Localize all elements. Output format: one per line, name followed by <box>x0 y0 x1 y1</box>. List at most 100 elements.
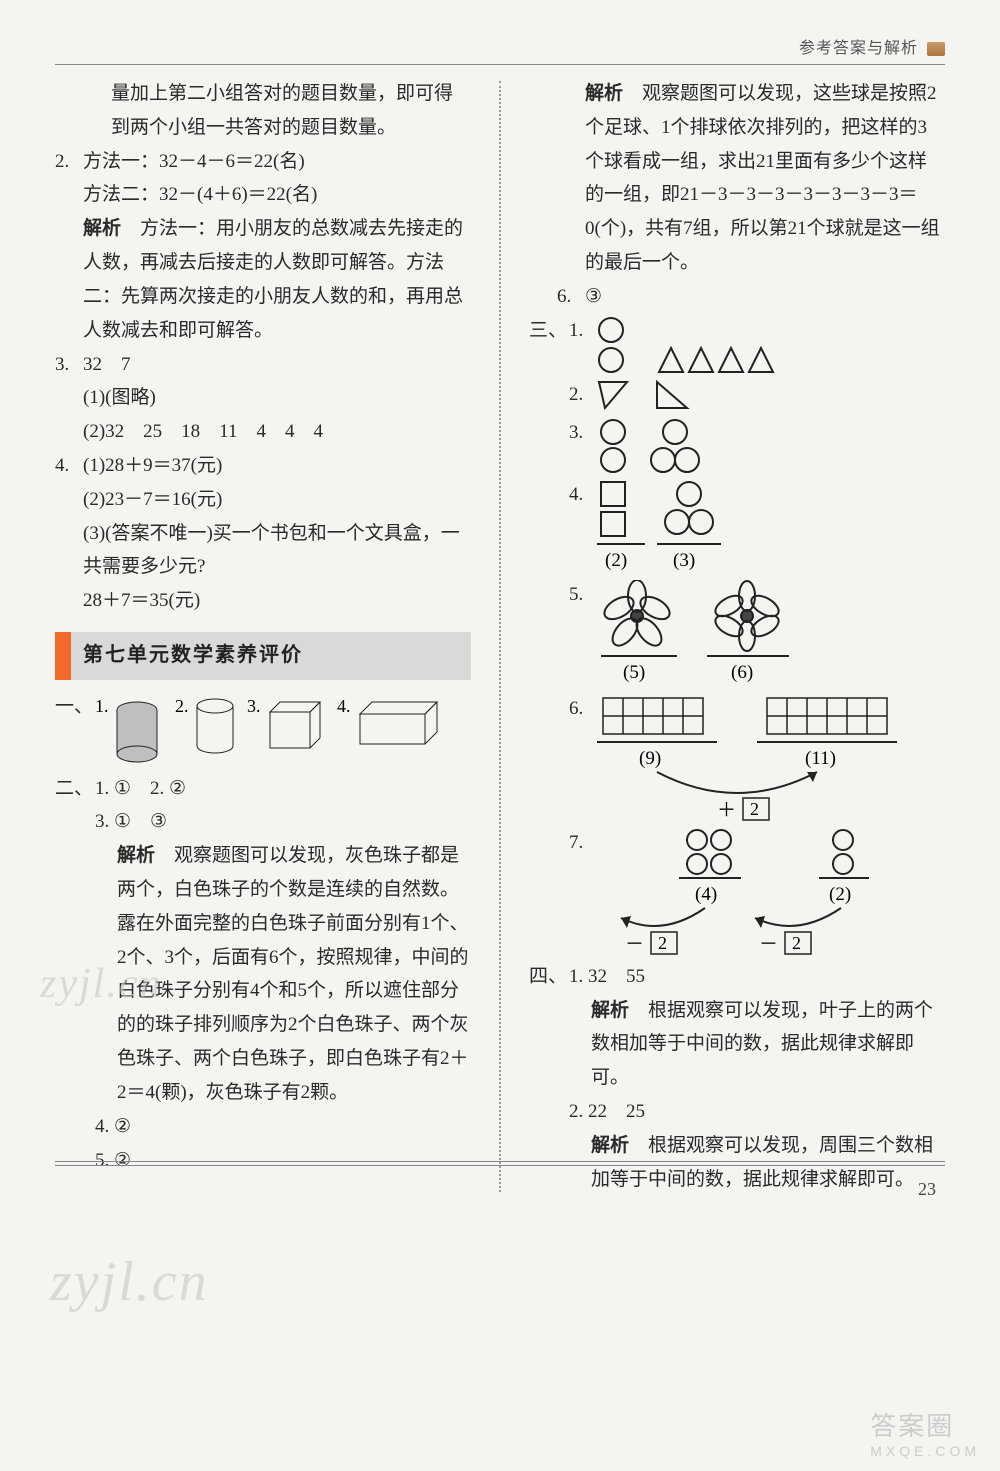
page-number: 23 <box>918 1179 936 1200</box>
s3-i1: 1. <box>569 314 945 378</box>
svg-text:(6): (6) <box>731 662 753 683</box>
q4-num: 4. <box>55 449 83 483</box>
q3-l2: (1)(图略) <box>83 381 471 415</box>
right-q6: 6. ③ <box>529 280 945 314</box>
s3-i1-svg <box>597 316 857 376</box>
q2-num: 2. <box>55 145 83 179</box>
s3-i2-svg <box>597 380 757 414</box>
q6-body: ③ <box>585 280 945 314</box>
svg-text:2.: 2. <box>175 696 189 716</box>
sec2-l4: 4. ② <box>95 1110 471 1144</box>
svg-text:2: 2 <box>750 799 759 819</box>
s3-i7: 7. (4) <box>569 826 945 960</box>
sec1-label: 一、 <box>55 690 95 724</box>
left-continuation: 量加上第二小组答对的题目数量，即可得到两个小组一共答对的题目数量。 <box>55 77 471 145</box>
watermark-3: 答案圈 MXQE.COM <box>870 1406 980 1459</box>
header-title: 参考答案与解析 <box>799 40 918 57</box>
svg-text:－: － <box>759 934 778 955</box>
page-header: 参考答案与解析 <box>55 30 945 64</box>
q2-line2: 方法二：32－(4＋6)＝22(名) <box>83 178 471 212</box>
sec3-label: 三、 <box>529 314 569 348</box>
sec2-l1: 1. ① 2. ② <box>95 772 471 806</box>
q2-line1: 方法一：32－4－6＝22(名) <box>83 145 471 179</box>
left-q2: 2. 方法一：32－4－6＝22(名) 方法二：32－(4＋6)＝22(名) 解… <box>55 145 471 348</box>
s3-i5-svg-wrap: (5) <box>597 580 945 690</box>
q4-body: (1)28＋9＝37(元) (2)23－7＝16(元) (3)(答案不唯一)买一… <box>83 449 471 618</box>
sec1-body: 1. 2. 3 <box>95 690 471 772</box>
s3-i3-svg <box>597 418 767 476</box>
column-right: 解析 观察题图可以发现，这些球是按照2个足球、1个排球依次排列的，把这样的3个球… <box>529 77 945 1196</box>
s3-i2: 2. <box>569 378 945 416</box>
column-divider <box>499 81 501 1192</box>
s3-i2-num: 2. <box>569 378 597 412</box>
s3-i6-svg: (9) <box>597 694 927 824</box>
s3-i5: 5. <box>569 578 945 692</box>
left-q4: 4. (1)28＋9＝37(元) (2)23－7＝16(元) (3)(答案不唯一… <box>55 449 471 618</box>
q4-l4: 28＋7＝35(元) <box>83 584 471 618</box>
q3-l1: 32 7 <box>83 348 471 382</box>
s3-i4-a: (2) <box>605 550 627 571</box>
page: 参考答案与解析 量加上第二小组答对的题目数量，即可得到两个小组一共答对的题目数量… <box>0 0 1000 1226</box>
s3-i3: 3. <box>569 416 945 478</box>
section-3: 三、 1. <box>529 314 945 960</box>
sec2-exp: 解析 观察题图可以发现，灰色珠子都是两个，白色珠子的个数是连续的自然数。露在外面… <box>95 839 471 1110</box>
s3-i4: 4. (2) (3) <box>569 478 945 578</box>
svg-text:2: 2 <box>658 933 667 953</box>
svg-text:(11): (11) <box>805 748 836 769</box>
s3-i1-num: 1. <box>569 314 597 348</box>
sec4-exp1-text: 根据观察可以发现，叶子上的两个数相加等于中间的数，据此规律求解即可。 <box>591 1000 933 1089</box>
sec4-exp2-label: 解析 <box>591 1135 629 1156</box>
right-top-exp-text: 观察题图可以发现，这些球是按照2个足球、1个排球依次排列的，把这样的3个球看成一… <box>585 83 940 273</box>
sec2-exp-text: 观察题图可以发现，灰色珠子都是两个，白色珠子的个数是连续的自然数。露在外面完整的… <box>117 845 469 1103</box>
left-q3: 3. 32 7 (1)(图略) (2)32 25 18 11 4 4 4 <box>55 348 471 449</box>
q2-exp-label: 解析 <box>83 218 121 239</box>
s3-i2-svg-wrap <box>597 380 945 414</box>
svg-text:(9): (9) <box>639 748 661 769</box>
s3-i6-num: 6. <box>569 692 597 726</box>
q4-l2: (2)23－7＝16(元) <box>83 483 471 517</box>
sec2-l2-text: ① ③ <box>114 811 167 832</box>
q2-exp: 解析 方法一：用小朋友的总数减去先接走的人数，再减去后接走的人数即可解答。方法二… <box>83 212 471 347</box>
q6-num: 6. <box>557 280 585 314</box>
s3-i6: 6. <box>569 692 945 826</box>
banner-accent <box>55 632 71 680</box>
s3-i4-svg: (2) (3) <box>597 480 797 576</box>
sec4-exp1-label: 解析 <box>591 1000 629 1021</box>
sec4-exp1: 解析 根据观察可以发现，叶子上的两个数相加等于中间的数，据此规律求解即可。 <box>569 994 945 1095</box>
section-1: 一、 1. 2. <box>55 690 471 772</box>
q4-l3: (3)(答案不唯一)买一个书包和一个文具盒，一共需要多少元? <box>83 517 471 585</box>
shapes-svg: 1. 2. 3 <box>95 692 455 770</box>
header-rule <box>55 64 945 65</box>
banner-title: 第七单元数学素养评价 <box>71 632 471 680</box>
sec4-label: 四、 <box>529 960 569 994</box>
sec1-shapes: 1. 2. 3 <box>95 692 471 770</box>
sec4-l1-text: 32 55 <box>588 966 645 987</box>
s3-i3-svg-wrap <box>597 418 945 476</box>
s3-i7-svg: (4) (2) － 2 <box>597 828 927 958</box>
svg-text:(4): (4) <box>695 884 717 905</box>
s3-i7-svg-wrap: (4) (2) － 2 <box>597 828 945 958</box>
s3-i3-num: 3. <box>569 416 597 450</box>
column-left: 量加上第二小组答对的题目数量，即可得到两个小组一共答对的题目数量。 2. 方法一… <box>55 77 471 1196</box>
sec2-exp-label: 解析 <box>117 845 155 866</box>
q2-body: 方法一：32－4－6＝22(名) 方法二：32－(4＋6)＝22(名) 解析 方… <box>83 145 471 348</box>
s3-i4-svg-wrap: (2) (3) <box>597 480 945 576</box>
s3-i6-svg-wrap: (9) <box>597 694 945 824</box>
sec2-body: 1. ① 2. ② 3. ① ③ 解析 观察题图可以发现，灰色珠子都是两个，白色… <box>95 772 471 1178</box>
watermark-3a: 答案圈 <box>870 1411 954 1441</box>
sec2-l2: 3. ① ③ <box>95 805 471 839</box>
svg-text:2: 2 <box>792 933 801 953</box>
watermark-2: zyjl.cn <box>50 1250 209 1314</box>
section-2: 二、 1. ① 2. ② 3. ① ③ 解析 观察题图可以发现，灰色珠子都是两个… <box>55 772 471 1178</box>
sec4-l2-text: 22 25 <box>588 1101 645 1122</box>
svg-text:(2): (2) <box>829 884 851 905</box>
s3-i4-num: 4. <box>569 478 597 512</box>
sec3-body: 1. <box>569 314 945 960</box>
footer-rules <box>55 1161 945 1166</box>
watermark-3b: MXQE.COM <box>870 1443 980 1459</box>
unit-banner: 第七单元数学素养评价 <box>55 632 471 680</box>
svg-text:＋: ＋ <box>717 800 736 821</box>
header-icon <box>927 42 945 56</box>
svg-text:(5): (5) <box>623 662 645 683</box>
s3-i4-b: (3) <box>673 550 695 571</box>
